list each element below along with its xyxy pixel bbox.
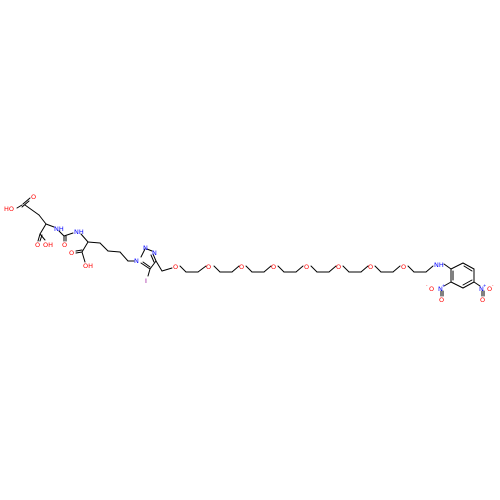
peg-oxygen-1: O [173, 263, 178, 271]
glu-alpha-acid-hydroxyl: OH [43, 241, 53, 249]
peg-oxygen-2: O [206, 263, 211, 271]
nitro-2-oxygen-a: O [487, 285, 492, 293]
glu-alpha-acid-oxygen: O [35, 241, 40, 249]
nitro-2-charge-minus: - [492, 283, 494, 288]
nitro-1-nitrogen: N [438, 285, 443, 293]
peg-oxygen-8: O [401, 263, 406, 271]
lys-acid-oxygen: O [69, 249, 74, 257]
nitro-1-charge-plus: + [442, 283, 445, 288]
triazole-n2: N [143, 244, 148, 252]
peg-oxygen-4: O [271, 263, 276, 271]
urea-carbonyl-oxygen: O [62, 241, 67, 249]
peg-oxygen-6: O [336, 263, 341, 271]
iodine-atom: I [145, 277, 147, 285]
nitro-1-oxygen-b: O [439, 296, 444, 304]
glu-side-acid-oxygen: O [31, 193, 36, 201]
peg-oxygen-5: O [304, 263, 309, 271]
glu-side-acid-hydroxyl: HO [4, 205, 14, 213]
nitro-2-oxygen-b: O [480, 296, 485, 304]
lys-acid-hydroxyl: OH [83, 262, 93, 270]
nitro-2-charge-plus: + [483, 283, 486, 288]
aryl-amine-nitrogen: NH [434, 261, 444, 269]
triazole-n3: N [152, 249, 157, 257]
urea-nitrogen-2: NH [74, 228, 84, 236]
bond-skeleton [16, 197, 485, 297]
nitro-1-charge-minus: - [426, 283, 428, 288]
atom-labels: HO O O OH NH O NH O OH N N N I O O O O O… [4, 193, 494, 304]
nitro-2-nitrogen: N [479, 285, 484, 293]
urea-nitrogen-1: NH [54, 225, 64, 233]
nitro-1-oxygen-a: O [429, 285, 434, 293]
peg-oxygen-3: O [239, 263, 244, 271]
triazole-n1: N [134, 257, 139, 265]
peg-oxygen-7: O [368, 263, 373, 271]
